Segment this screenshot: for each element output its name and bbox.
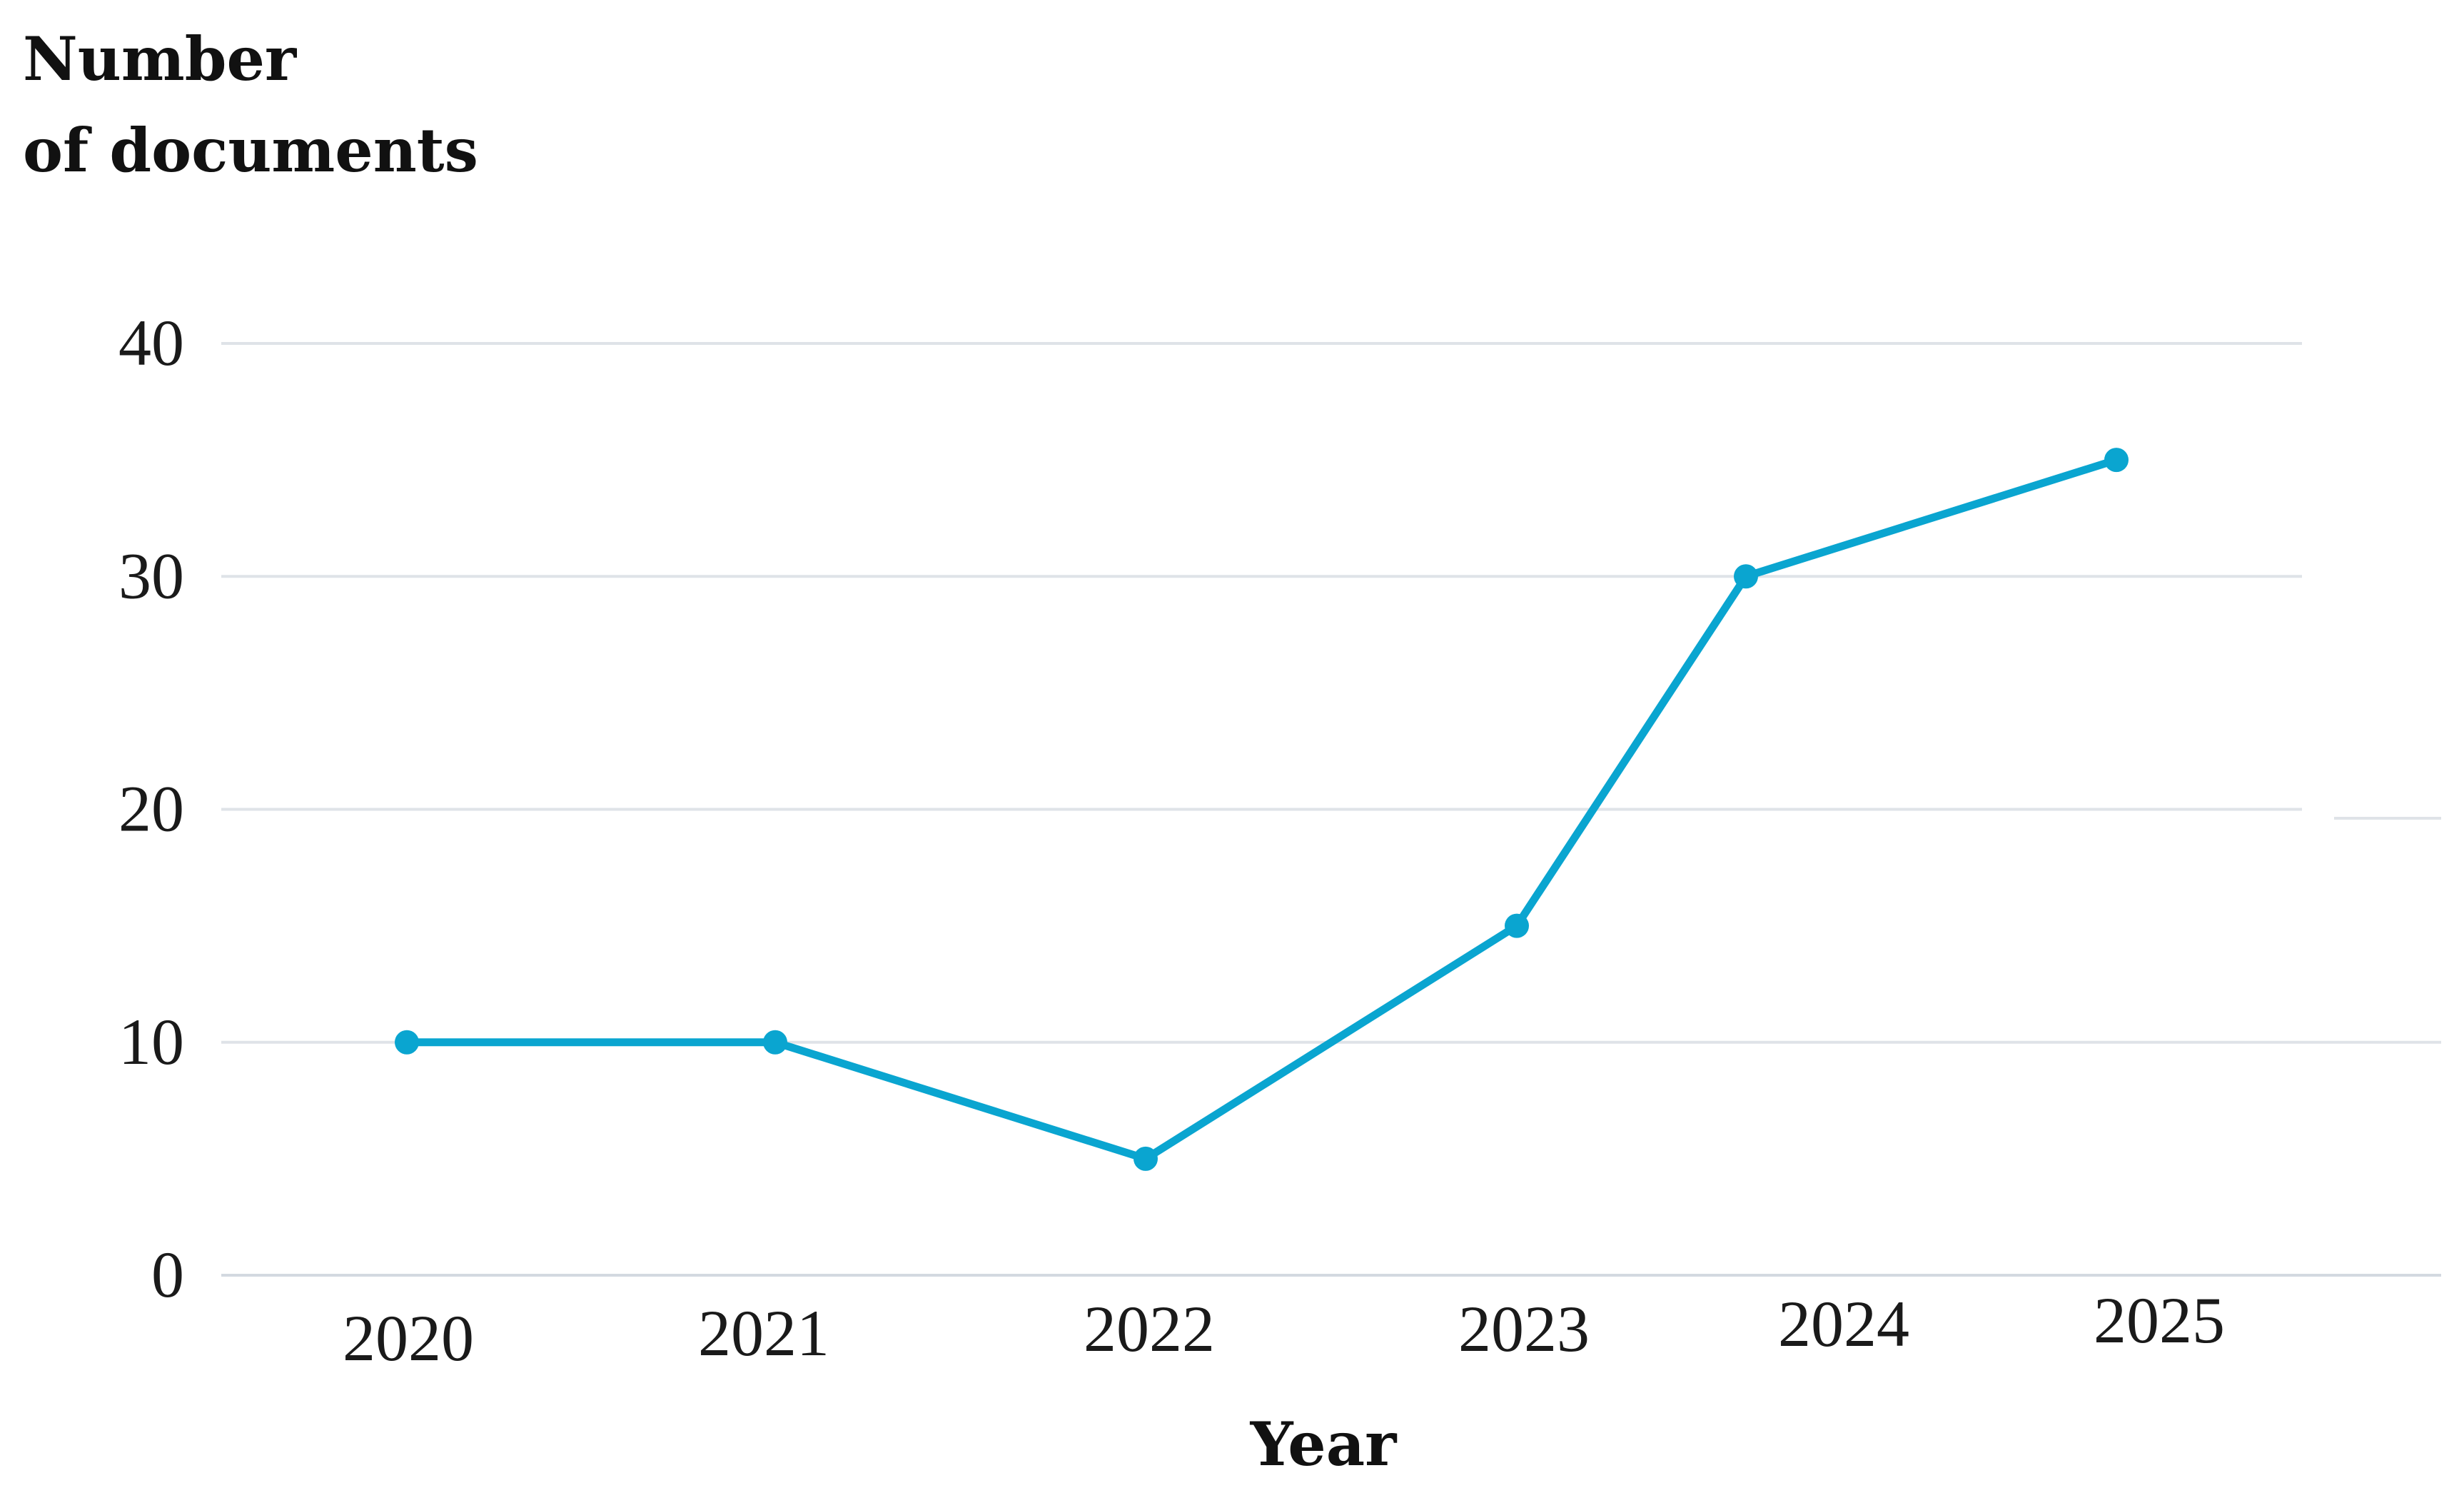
x-tick-label-2024: 2024 [1778, 1287, 1909, 1360]
data-point-2021 [763, 1030, 787, 1055]
y-tick-label-0: 0 [151, 1238, 184, 1311]
text-layer: Number of documents Year 0 10 20 30 40 2020 20… [23, 24, 2225, 1479]
grid-layer [221, 342, 2441, 1044]
x-tick-label-2022: 2022 [1084, 1292, 1215, 1365]
data-point-2024 [1734, 564, 1758, 589]
y-tick-label-20: 20 [118, 773, 184, 845]
data-point-2020 [395, 1030, 419, 1055]
data-point-2022 [1133, 1146, 1158, 1171]
x-tick-label-2023: 2023 [1458, 1292, 1590, 1365]
x-axis-title: Year [1250, 1409, 1398, 1479]
y-tick-label-30: 30 [118, 539, 184, 612]
y-axis-title-line-2: of documents [23, 115, 478, 186]
series-line-0 [403, 456, 2121, 1163]
x-tick-label-2021: 2021 [698, 1297, 829, 1369]
x-tick-label-2025: 2025 [2094, 1284, 2225, 1357]
y-tick-label-40: 40 [118, 306, 184, 379]
x-tick-label-2020: 2020 [343, 1302, 474, 1374]
y-axis-title-line-1: Number [23, 24, 298, 94]
data-point-2025 [2104, 448, 2129, 473]
y-tick-label-10: 10 [118, 1005, 184, 1078]
data-point-2023 [1505, 913, 1529, 938]
series-layer [395, 448, 2129, 1171]
